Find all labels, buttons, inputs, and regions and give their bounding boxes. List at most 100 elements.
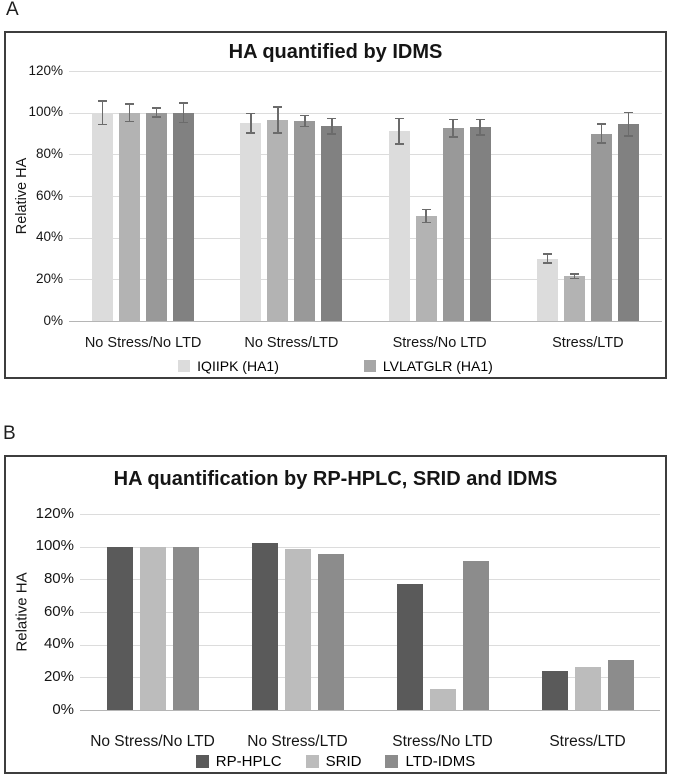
bar <box>469 127 491 321</box>
gridline <box>69 279 662 281</box>
legend-label: LVLATGLR (HA1) <box>382 358 493 374</box>
error-bar-cap-bottom <box>300 125 310 128</box>
legend-item: IQIIPK (HA1) <box>178 358 279 374</box>
error-bar-line <box>398 117 400 145</box>
chart-title: HA quantified by IDMS <box>228 41 443 63</box>
error-bar-cap-top <box>421 208 431 210</box>
category-label: Stress/LTD <box>549 733 626 750</box>
error-bar-cap-bottom <box>569 277 579 280</box>
gridline <box>80 546 660 548</box>
x-axis-baseline <box>69 321 662 322</box>
y-tick-label: 20% <box>43 668 74 686</box>
panel-b-label: B <box>3 423 16 444</box>
error-bar-line <box>479 118 481 136</box>
legend-swatch <box>385 755 399 768</box>
category-label: No Stress/LTD <box>247 733 348 750</box>
y-tick-label: 0% <box>43 312 63 328</box>
y-tick-label: 40% <box>35 229 63 245</box>
error-bar-cap-bottom <box>448 136 458 138</box>
bar <box>106 546 133 710</box>
bar <box>617 124 639 321</box>
error-bar-line <box>128 103 131 123</box>
y-tick-label: 0% <box>52 700 74 718</box>
error-bar-cap-top <box>448 118 458 121</box>
y-tick-label: 100% <box>28 104 63 120</box>
legend-label: IQIIPK (HA1) <box>197 358 279 374</box>
y-tick-label: 80% <box>35 145 63 161</box>
y-tick-label: 40% <box>43 635 74 653</box>
bar <box>317 554 344 710</box>
error-bar-cap-bottom <box>394 143 404 145</box>
error-bar-cap-top <box>327 117 337 120</box>
bar <box>574 666 601 710</box>
gridline <box>80 677 660 679</box>
error-bar-cap-bottom <box>542 262 552 264</box>
error-bar-line <box>250 112 252 134</box>
error-bar-line <box>425 208 427 224</box>
error-bar-cap-bottom <box>246 132 256 134</box>
legend-label: RP-HPLC <box>215 753 282 770</box>
gridline <box>69 196 662 197</box>
legend-item: LVLATGLR (HA1) <box>363 358 493 374</box>
error-bar-line <box>546 253 549 264</box>
bar <box>607 660 634 710</box>
y-tick-label: 80% <box>43 570 74 588</box>
bar <box>172 546 199 710</box>
gridline <box>69 237 662 239</box>
y-tick-label: 120% <box>35 504 74 522</box>
legend-item: RP-HPLC <box>195 753 282 770</box>
error-bar-cap-top <box>569 273 579 275</box>
error-bar-line <box>277 106 279 134</box>
error-bar-cap-top <box>623 111 633 114</box>
y-tick-label: 100% <box>35 537 74 555</box>
gridline <box>80 514 660 515</box>
legend: RP-HPLC SRID LTD-IDMS <box>6 753 665 770</box>
error-bar-cap-bottom <box>179 121 189 124</box>
bar <box>251 543 278 710</box>
bar <box>240 123 262 321</box>
error-bar-cap-top <box>475 118 485 121</box>
category-label: Stress/LTD <box>552 335 624 351</box>
error-bar-cap-bottom <box>475 134 485 136</box>
bar <box>321 126 343 321</box>
error-bar-line <box>182 102 185 124</box>
legend-swatch <box>195 755 209 768</box>
error-bar-cap-top <box>273 106 283 108</box>
error-bar-cap-top <box>152 107 162 109</box>
bar <box>173 112 195 321</box>
legend-swatch <box>305 755 319 768</box>
legend: IQIIPK (HA1) LVLATGLR (HA1) <box>6 358 665 374</box>
legend-label: LTD-IDMS <box>405 753 476 770</box>
error-bar-cap-bottom <box>327 133 337 135</box>
y-tick-label: 60% <box>43 602 74 620</box>
bar <box>146 112 168 321</box>
error-bar-cap-bottom <box>623 135 633 137</box>
error-bar-line <box>155 107 158 118</box>
bar <box>563 276 585 321</box>
bar <box>442 128 464 321</box>
category-label: Stress/No LTD <box>392 335 487 351</box>
legend-swatch <box>363 360 376 372</box>
bar <box>119 112 141 321</box>
bar <box>462 560 489 710</box>
bar <box>388 131 410 321</box>
category-label: No Stress/No LTD <box>90 733 215 750</box>
error-bar-line <box>600 123 603 144</box>
bar <box>267 119 289 321</box>
gridline <box>69 112 662 114</box>
error-bar-cap-bottom <box>273 132 283 134</box>
y-tick-label: 60% <box>35 187 63 203</box>
category-label: No Stress/No LTD <box>84 335 202 351</box>
error-bar-cap-top <box>542 253 552 255</box>
bar <box>429 688 456 710</box>
error-bar-cap-bottom <box>152 116 162 118</box>
error-bar-cap-top <box>125 103 135 105</box>
bar <box>92 112 114 321</box>
error-bar-line <box>573 273 576 280</box>
bar <box>541 670 568 710</box>
legend-item: SRID <box>305 753 361 770</box>
legend-swatch <box>178 360 191 372</box>
error-bar-cap-top <box>394 117 404 120</box>
category-label: Stress/No LTD <box>392 733 493 750</box>
error-bar-cap-top <box>596 123 606 125</box>
